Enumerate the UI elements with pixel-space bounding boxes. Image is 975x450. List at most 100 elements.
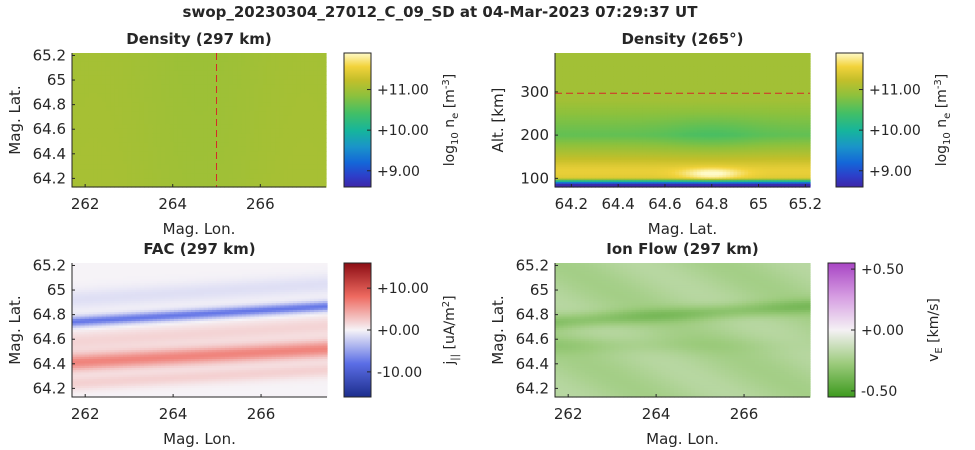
density-profile-cell — [748, 54, 753, 57]
density-profile-cell — [555, 116, 560, 119]
density-profile-cell — [722, 98, 727, 101]
density-map-cell — [258, 84, 264, 90]
density-map-cell — [211, 137, 217, 143]
density-profile-cell — [700, 113, 705, 116]
density-map-cell — [199, 160, 204, 166]
density-profile-cell — [675, 73, 680, 76]
density-map-cell — [110, 61, 115, 67]
density-profile-cell — [584, 54, 589, 57]
density-profile-cell — [682, 66, 687, 69]
density-map-cell — [313, 106, 319, 112]
density-map-cell — [304, 84, 310, 90]
density-profile-cell — [802, 91, 807, 94]
density-map-cell — [224, 178, 230, 184]
density-profile-cell — [788, 125, 793, 128]
density-map-cell — [139, 160, 145, 166]
density-map-cell — [173, 137, 179, 143]
density-profile-cell — [631, 83, 636, 86]
density-profile-cell — [616, 123, 622, 126]
density-map-cell — [80, 178, 86, 184]
density-map-cell — [148, 84, 154, 90]
density-map-cell — [254, 66, 259, 72]
density-map-cell — [152, 155, 158, 161]
density-map-cell — [105, 97, 111, 103]
density-profile-cell — [667, 58, 673, 61]
density-map-cell — [114, 70, 120, 76]
density-profile-cell — [682, 68, 687, 71]
density-profile-cell — [624, 123, 629, 126]
density-profile-cell — [606, 123, 611, 126]
density-map-cell — [135, 142, 141, 148]
density-profile-cell — [733, 120, 738, 123]
density-profile-cell — [784, 121, 789, 124]
density-map-cell — [224, 160, 230, 166]
density-map-cell — [304, 120, 310, 126]
density-map-cell — [313, 61, 319, 67]
density-profile-cell — [598, 89, 603, 93]
density-map-cell — [182, 133, 187, 139]
density-profile-cell — [748, 114, 753, 118]
density-profile-cell — [751, 53, 756, 56]
density-map-cell — [72, 111, 77, 117]
density-profile-cell — [799, 123, 804, 126]
density-profile-cell — [635, 114, 640, 118]
density-profile-cell — [587, 111, 593, 114]
density-profile-cell — [704, 93, 709, 96]
density-map-cell — [283, 88, 289, 94]
density-profile-cell — [653, 54, 658, 57]
density-profile-cell — [565, 56, 571, 59]
density-profile-cell — [718, 84, 724, 88]
density-profile-cell — [715, 120, 720, 123]
density-profile-cell — [733, 106, 738, 109]
density-profile-cell — [704, 61, 709, 64]
density-profile-cell — [660, 73, 665, 76]
density-profile-cell — [686, 121, 691, 124]
density-map-cell — [76, 173, 82, 179]
density-profile-cell — [653, 76, 658, 79]
density-profile-cell — [660, 91, 665, 94]
density-profile-cell — [587, 74, 593, 78]
density-profile-cell — [744, 73, 749, 76]
density-map-cell — [321, 84, 327, 90]
density-profile-cell — [682, 101, 687, 104]
density-map-cell — [241, 102, 247, 108]
density-map-cell — [249, 88, 255, 94]
density-map-cell — [88, 53, 94, 59]
density-map-cell — [287, 93, 293, 99]
density-profile-cell — [733, 109, 738, 113]
density-profile-cell — [638, 111, 644, 114]
density-profile-cell — [697, 79, 702, 83]
density-map-cell — [93, 178, 98, 184]
density-profile-cell — [806, 64, 811, 67]
density-profile-cell — [704, 79, 709, 83]
density-map-cell — [127, 124, 132, 130]
density-profile-cell — [708, 64, 713, 67]
density-profile-cell — [595, 59, 600, 62]
density-map-cell — [186, 151, 192, 157]
density-map-cell — [152, 137, 158, 143]
density-profile-cell — [759, 68, 764, 71]
density-profile-cell — [737, 106, 742, 109]
density-profile-cell — [748, 66, 753, 69]
density-map-cell — [101, 173, 107, 179]
density-profile-cell — [722, 83, 727, 86]
density-map-cell — [160, 164, 166, 170]
density-profile-cell — [718, 66, 724, 69]
density-map-cell — [177, 151, 183, 157]
density-profile-cell — [755, 93, 760, 96]
density-profile-cell — [733, 96, 738, 99]
density-map-cell — [275, 120, 281, 126]
density-profile-cell — [733, 113, 738, 116]
density-map-cell — [283, 97, 289, 103]
density-profile-cell — [595, 101, 600, 104]
density-profile-cell — [657, 59, 662, 62]
density-map-cell — [135, 75, 141, 81]
density-map-cell — [270, 66, 276, 72]
density-profile-cell — [806, 89, 811, 93]
density-profile-cell — [780, 125, 786, 128]
density-profile-cell — [762, 94, 767, 98]
density-profile-cell — [759, 111, 764, 114]
density-profile-cell — [689, 116, 695, 119]
density-map-cell — [131, 151, 137, 157]
density-profile-cell — [598, 121, 603, 124]
